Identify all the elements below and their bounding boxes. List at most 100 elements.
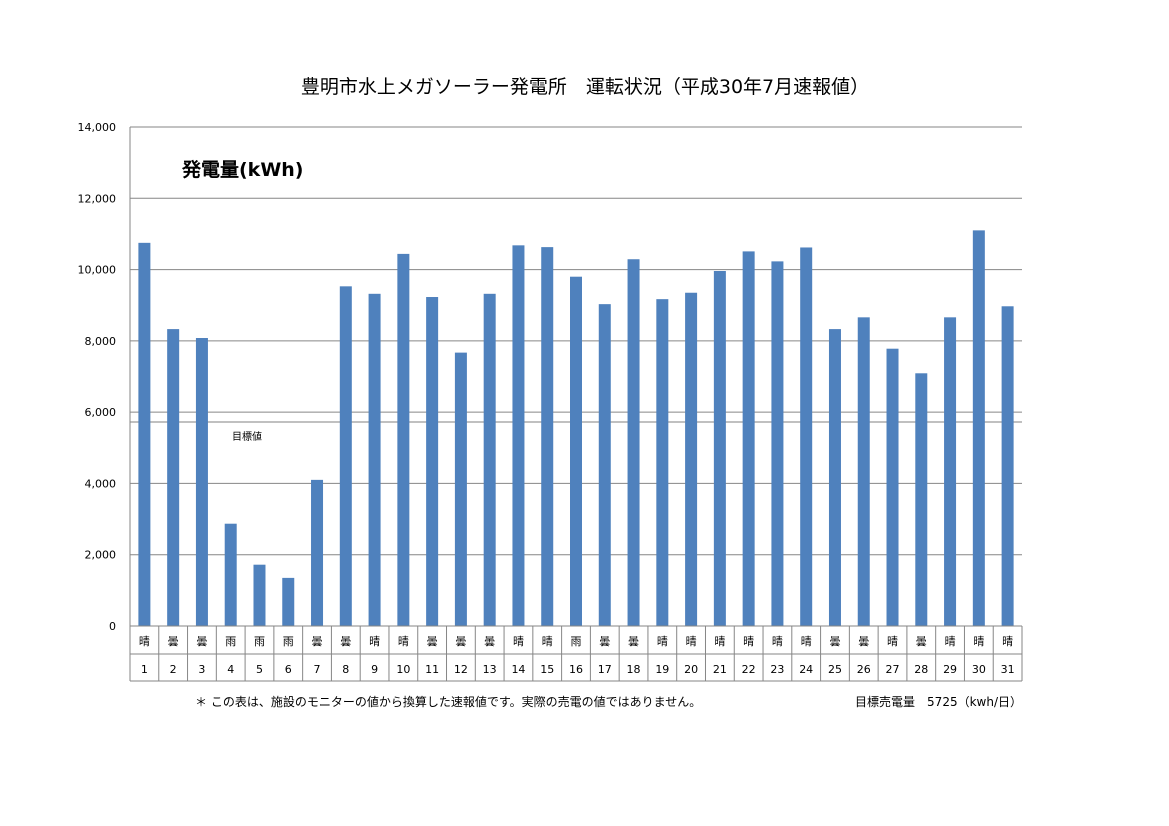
y-tick-label: 10,000 — [78, 264, 117, 277]
bar — [167, 329, 180, 626]
weather-label: 晴 — [513, 635, 524, 648]
weather-label: 曇 — [196, 635, 207, 648]
y-tick-label: 12,000 — [78, 192, 117, 205]
weather-label: 晴 — [1002, 635, 1013, 648]
weather-label: 晴 — [743, 635, 754, 648]
y-tick-label: 14,000 — [78, 121, 117, 134]
axis-layer: 0 2,000 4,000 6,000 8,000 10,000 12,000 14,000 — [78, 121, 1022, 633]
weather-label: 雨 — [283, 635, 294, 648]
bar — [397, 253, 410, 627]
bar — [195, 338, 208, 626]
weather-label: 曇 — [599, 635, 610, 648]
weather-label: 晴 — [542, 635, 553, 648]
day-label: 23 — [770, 663, 784, 676]
bar — [541, 247, 554, 626]
bar — [454, 352, 467, 626]
day-label: 14 — [511, 663, 525, 676]
day-label: 15 — [540, 663, 554, 676]
day-label: 20 — [684, 663, 698, 676]
bar — [483, 293, 496, 626]
target-label: 目標値 — [232, 430, 262, 443]
bar — [742, 251, 755, 627]
weather-label: 雨 — [571, 635, 582, 648]
day-label: 6 — [285, 663, 292, 676]
bar — [339, 286, 352, 626]
y-tick-label: 8,000 — [85, 335, 117, 348]
weather-label: 雨 — [225, 635, 236, 648]
bar — [138, 242, 151, 626]
day-label: 19 — [655, 663, 669, 676]
bar — [828, 329, 841, 626]
y-tick-label: 4,000 — [85, 477, 117, 490]
weather-label: 曇 — [916, 635, 927, 648]
weather-label: 晴 — [398, 635, 409, 648]
weather-label: 曇 — [312, 635, 323, 648]
weather-label: 曇 — [427, 635, 438, 648]
bar — [512, 245, 525, 626]
bar — [771, 261, 784, 626]
day-label: 7 — [314, 663, 321, 676]
day-label: 21 — [713, 663, 727, 676]
day-label: 30 — [972, 663, 986, 676]
day-label: 25 — [828, 663, 842, 676]
bar — [224, 523, 237, 626]
day-label: 13 — [483, 663, 497, 676]
weather-label: 曇 — [829, 635, 840, 648]
day-label: 16 — [569, 663, 583, 676]
bar — [886, 348, 899, 626]
weather-label: 晴 — [887, 635, 898, 648]
weather-label: 晴 — [139, 635, 150, 648]
weather-table: 晴 1 曇 2 曇 3 雨 4 雨 5 雨 6 曇 7 曇 8 晴 9 晴 10 曇 11 曇 12 曇 13 晴 14 晴 15 雨 16 曇… — [129, 626, 1023, 682]
day-label: 31 — [1001, 663, 1015, 676]
day-label: 11 — [425, 663, 439, 676]
bar — [800, 247, 813, 627]
day-label: 4 — [227, 663, 234, 676]
weather-label: 晴 — [973, 635, 984, 648]
weather-label: 曇 — [168, 635, 179, 648]
day-label: 3 — [198, 663, 205, 676]
bar-layer — [138, 230, 1014, 627]
weather-label: 晴 — [714, 635, 725, 648]
y-tick-label: 0 — [109, 620, 116, 633]
day-label: 9 — [371, 663, 378, 676]
day-label: 27 — [886, 663, 900, 676]
bar — [598, 304, 611, 626]
weather-label: 曇 — [484, 635, 495, 648]
bar — [972, 230, 985, 626]
y-tick-label: 2,000 — [85, 549, 117, 562]
weather-label: 雨 — [254, 635, 265, 648]
bar — [253, 564, 266, 626]
day-label: 10 — [396, 663, 410, 676]
bar — [944, 317, 957, 626]
bar — [713, 270, 726, 626]
weather-label: 曇 — [858, 635, 869, 648]
weather-label: 晴 — [945, 635, 956, 648]
day-label: 26 — [857, 663, 871, 676]
weather-label: 晴 — [772, 635, 783, 648]
bar — [1001, 306, 1014, 626]
footer-note: ＊ この表は、施設のモニターの値から換算した速報値です。実際の売電の値ではありま… — [195, 694, 701, 709]
day-label: 8 — [342, 663, 349, 676]
day-label: 24 — [799, 663, 813, 676]
series-label: 発電量(kWh) — [181, 158, 304, 181]
weather-label: 曇 — [628, 635, 639, 648]
day-label: 5 — [256, 663, 263, 676]
day-label: 22 — [742, 663, 756, 676]
bar — [857, 317, 870, 626]
day-label: 1 — [141, 663, 148, 676]
weather-label: 晴 — [801, 635, 812, 648]
weather-label: 晴 — [686, 635, 697, 648]
bar — [311, 479, 324, 626]
bar — [426, 297, 439, 626]
day-label: 28 — [914, 663, 928, 676]
day-label: 17 — [598, 663, 612, 676]
weather-label: 晴 — [369, 635, 380, 648]
weather-label: 晴 — [657, 635, 668, 648]
weather-label: 曇 — [340, 635, 351, 648]
bar — [570, 276, 582, 626]
weather-label: 曇 — [455, 635, 466, 648]
day-label: 29 — [943, 663, 957, 676]
bar — [685, 292, 698, 626]
bar — [282, 577, 295, 626]
